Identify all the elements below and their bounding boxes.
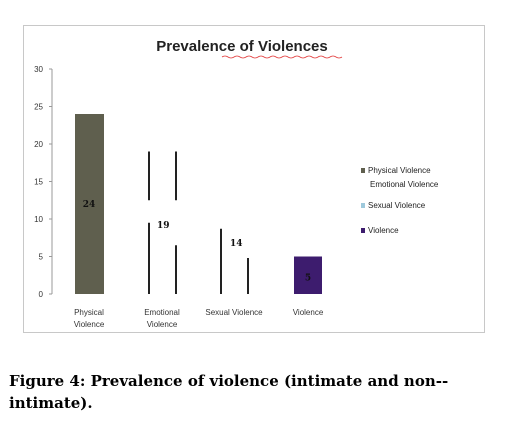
legend-swatch bbox=[361, 203, 365, 208]
x-category-label: Physical Violence bbox=[74, 308, 105, 329]
data-label: 19 bbox=[157, 221, 170, 231]
bar-physical-violence bbox=[75, 114, 104, 294]
spellcheck-underline bbox=[221, 55, 343, 59]
y-tick-label: 30 bbox=[34, 65, 43, 74]
bar-violence bbox=[294, 256, 322, 294]
legend-swatch bbox=[361, 168, 365, 173]
legend-label: Physical Violence bbox=[368, 166, 431, 175]
y-tick-label: 20 bbox=[34, 140, 43, 149]
chart-title: Prevalence of Violences bbox=[156, 38, 327, 55]
y-axis: 0 5 10 15 20 25 30 bbox=[34, 65, 52, 299]
y-tick-label: 10 bbox=[34, 215, 43, 224]
y-tick-label: 0 bbox=[39, 290, 44, 299]
data-label: 24 bbox=[83, 200, 96, 210]
y-tick-label: 25 bbox=[34, 103, 43, 112]
legend-label: Violence bbox=[368, 226, 399, 235]
legend-swatch bbox=[361, 228, 365, 233]
y-tick-label: 15 bbox=[34, 178, 43, 187]
bars-group: 24 19 14 5 bbox=[75, 114, 322, 294]
chart-area: Prevalence of Violences 0 5 10 15 20 25 30 24 1… bbox=[23, 25, 485, 333]
data-label: 5 bbox=[305, 274, 311, 284]
y-tick-label: 5 bbox=[39, 253, 44, 262]
x-category-label: Violence bbox=[293, 308, 324, 317]
bar-chart: Prevalence of Violences 0 5 10 15 20 25 30 24 1… bbox=[34, 38, 439, 329]
figure-caption: Figure 4: Prevalence of violence (intima… bbox=[9, 372, 449, 412]
data-label: 14 bbox=[230, 239, 243, 249]
legend-label: Emotional Violence bbox=[370, 180, 439, 189]
x-category-label: Emotional Violence bbox=[144, 308, 180, 329]
x-category-label: Sexual Violence bbox=[205, 308, 263, 317]
legend: Physical Violence Emotional Violence Sexua… bbox=[361, 166, 439, 235]
legend-label: Sexual Violence bbox=[368, 201, 426, 210]
x-axis-categories: Physical Violence Emotional Violence Sexual … bbox=[74, 308, 324, 329]
